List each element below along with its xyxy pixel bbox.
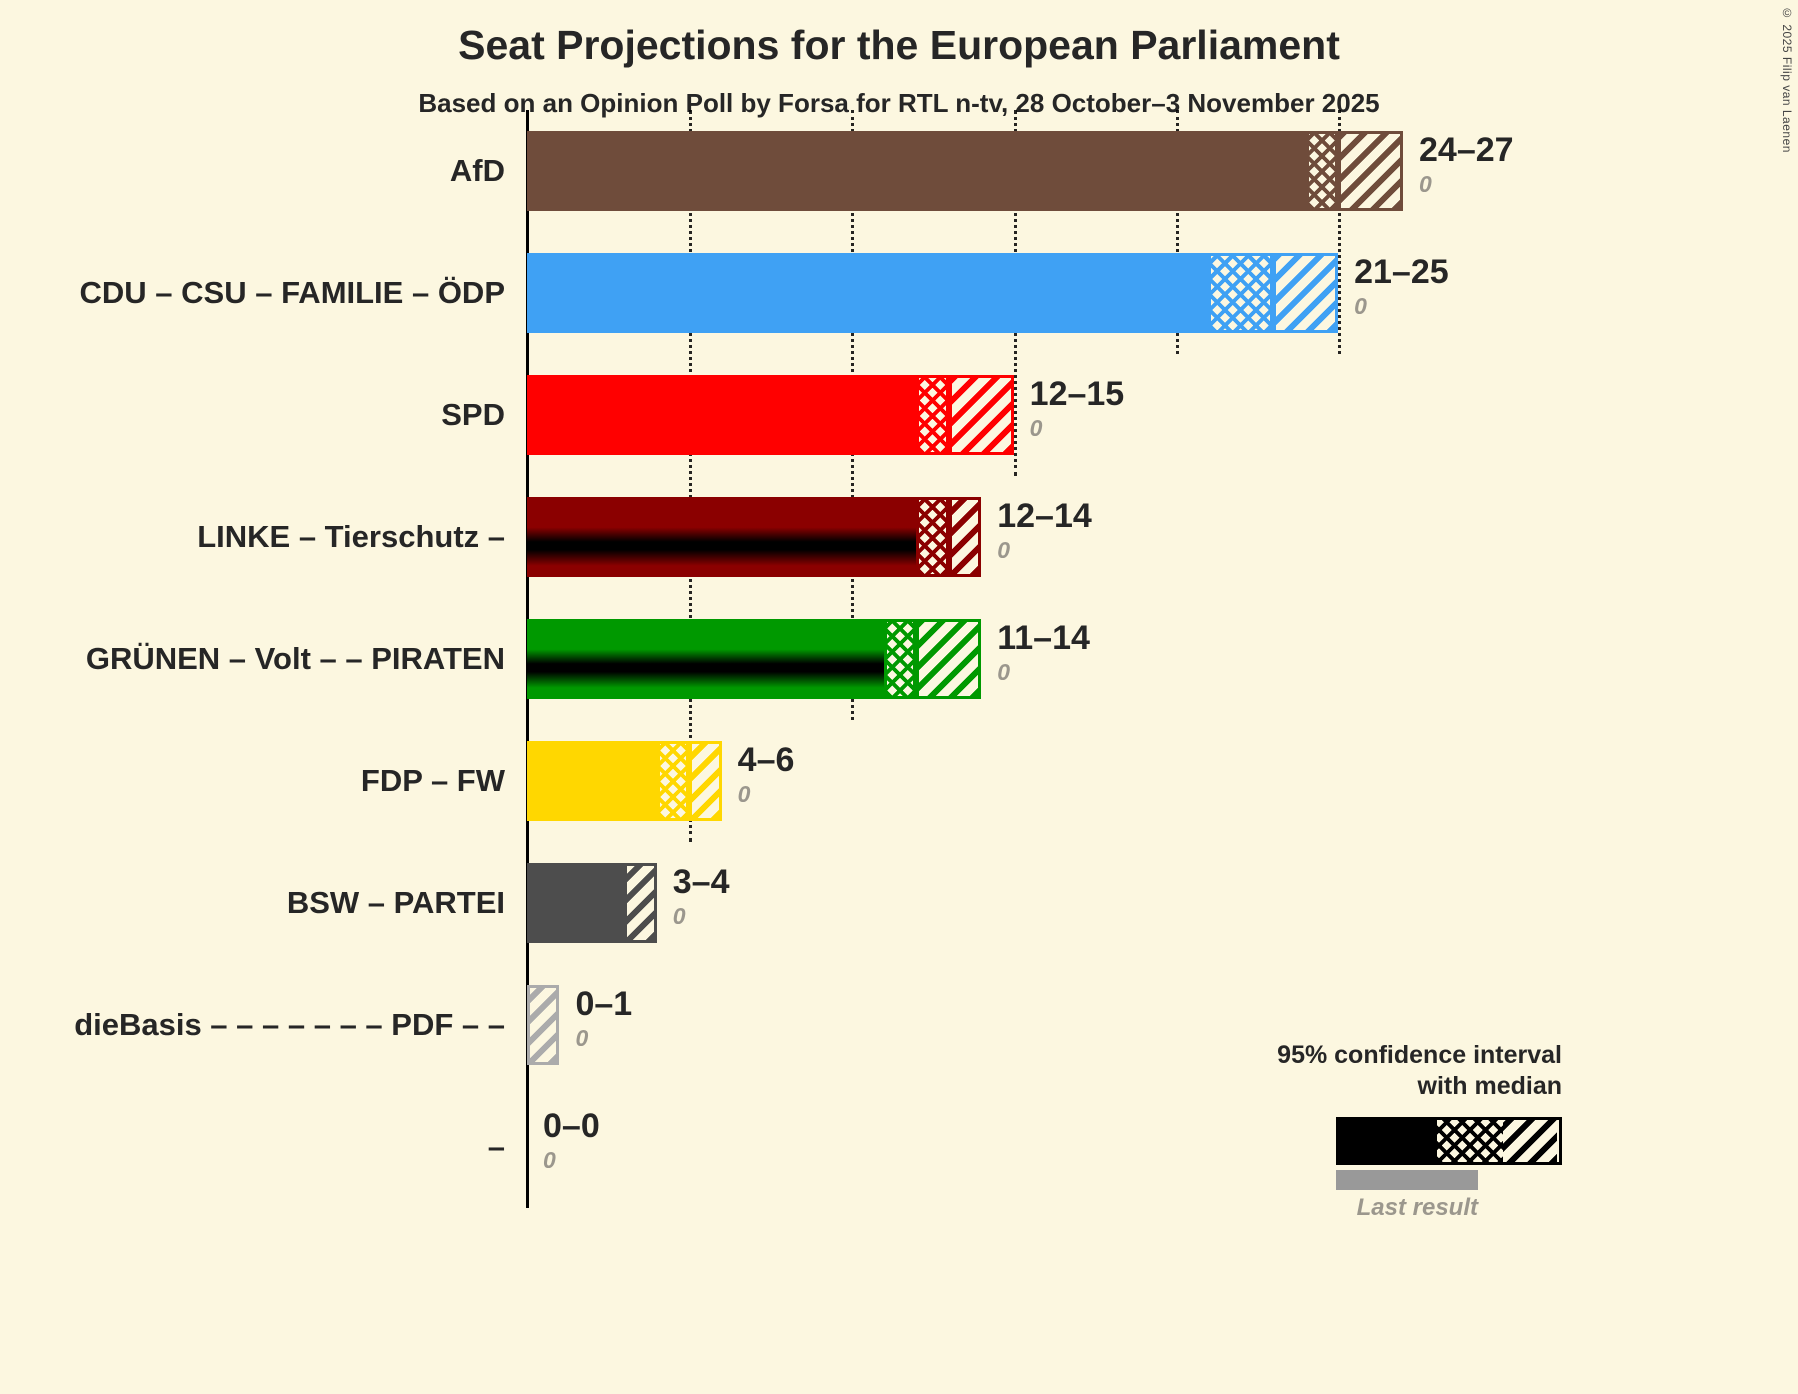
bar-diagonal-segment	[948, 497, 982, 577]
bar-solid-segment	[527, 741, 657, 821]
chart-row: LINKE – Tierschutz – 12–14 0	[0, 476, 1798, 598]
bar-diagonal-segment	[916, 619, 982, 699]
bar-solid-segment	[527, 375, 917, 455]
bar-diagonal-segment	[689, 741, 722, 821]
bar-crosshatch-segment	[1208, 253, 1274, 333]
gridline-5	[689, 110, 693, 842]
last-result-label: 0	[575, 1025, 589, 1052]
legend-ci-line1: 95% confidence interval	[1277, 1041, 1562, 1069]
range-label: 4–6	[737, 741, 795, 779]
chart-subtitle: Based on an Opinion Poll by Forsa for RT…	[418, 88, 1380, 118]
party-label: GRÜNEN – Volt – – PIRATEN	[85, 641, 505, 676]
last-result-label: 0	[997, 537, 1011, 564]
bar	[527, 741, 722, 821]
value-block: 12–15 0	[1029, 375, 1125, 443]
party-label: BSW – PARTEI	[286, 885, 505, 920]
bar-diagonal-segment	[1338, 131, 1403, 211]
bar-diagonal-segment	[624, 863, 657, 943]
bar	[527, 375, 1014, 455]
bar-crosshatch-segment	[883, 619, 917, 699]
bar	[527, 985, 560, 1065]
last-result-label: 0	[543, 1147, 556, 1174]
range-label: 3–4	[672, 863, 730, 901]
legend-solid-segment	[1339, 1119, 1437, 1162]
party-label: –	[487, 1129, 505, 1164]
range-label: 11–14	[997, 619, 1090, 657]
value-block: 0–0 0	[543, 1107, 600, 1175]
value-block: 4–6 0	[737, 741, 795, 809]
value-block: 24–27 0	[1419, 131, 1514, 199]
last-result-label: 0	[737, 781, 751, 808]
bar	[527, 619, 982, 699]
chart-row: FDP – FW 4–6 0	[0, 720, 1798, 842]
copyright-note: © 2025 Filip van Laenen	[1780, 6, 1794, 153]
bar-crosshatch-segment	[656, 741, 690, 821]
last-result-label: 0	[1029, 415, 1043, 442]
value-block: 3–4 0	[672, 863, 730, 931]
bar	[527, 253, 1339, 333]
legend-ci-bar	[1336, 1116, 1562, 1165]
chart-row: – 0–0 0	[0, 1086, 1798, 1208]
last-result-label: 0	[1354, 293, 1367, 320]
legend-diagonal-segment	[1503, 1119, 1557, 1162]
range-label: 0–0	[543, 1107, 600, 1145]
legend-last-result-bar	[1336, 1169, 1478, 1190]
gridline-20	[1175, 110, 1179, 354]
bar	[527, 863, 657, 943]
legend-last-result-label: Last result	[1356, 1193, 1478, 1221]
bar-solid-segment	[527, 253, 1209, 333]
legend-ci-line2: with median	[1417, 1072, 1562, 1101]
plot-area: AfD 24–27 0 CDU – CSU – FAMILIE – ÖDP 21–25 0…	[0, 110, 1798, 1208]
range-label: 0–1	[575, 985, 633, 1023]
bar-diagonal-segment	[948, 375, 1014, 455]
bar-solid-segment	[527, 619, 884, 699]
party-label: FDP – FW	[360, 763, 505, 798]
bar-solid-segment	[527, 131, 1306, 211]
range-label: 12–14	[997, 497, 1092, 535]
gridline-25	[1338, 110, 1342, 354]
party-label: dieBasis – – – – – – – PDF – –	[74, 1007, 505, 1042]
bar-solid-segment	[527, 497, 917, 577]
party-label: AfD	[449, 153, 505, 188]
chart-row: dieBasis – – – – – – – PDF – – 0–1 0	[0, 964, 1798, 1086]
range-label: 12–15	[1029, 375, 1125, 413]
chart-row: BSW – PARTEI 3–4 0	[0, 842, 1798, 964]
chart-row: SPD 12–15 0	[0, 354, 1798, 476]
last-result-label: 0	[1419, 171, 1432, 198]
chart-title: Seat Projections for the European Parlia…	[458, 22, 1340, 68]
bar	[527, 497, 982, 577]
value-block: 11–14 0	[997, 619, 1090, 687]
chart-row: CDU – CSU – FAMILIE – ÖDP 21–25 0	[0, 232, 1798, 354]
bar-crosshatch-segment	[916, 497, 949, 577]
last-result-label: 0	[672, 903, 686, 930]
value-block: 21–25 0	[1354, 253, 1449, 321]
last-result-label: 0	[997, 659, 1011, 686]
bar-crosshatch-segment	[916, 375, 949, 455]
bar-diagonal-segment	[1273, 253, 1339, 333]
party-label: CDU – CSU – FAMILIE – ÖDP	[79, 275, 505, 310]
chart-row: GRÜNEN – Volt – – PIRATEN 11–14 0	[0, 598, 1798, 720]
value-block: 0–1 0	[575, 985, 633, 1053]
party-label: LINKE – Tierschutz –	[197, 519, 505, 554]
bar-solid-segment	[527, 863, 625, 943]
chart-row: AfD 24–27 0	[0, 110, 1798, 232]
bar	[527, 131, 1403, 211]
bar-diagonal-segment	[527, 985, 560, 1065]
legend-crosshatch-segment	[1437, 1119, 1503, 1162]
range-label: 24–27	[1419, 131, 1514, 169]
range-label: 21–25	[1354, 253, 1449, 291]
value-block: 12–14 0	[997, 497, 1092, 565]
legend: 95% confidence interval with median Last…	[1222, 1040, 1562, 1222]
party-label: SPD	[441, 397, 505, 432]
bar-crosshatch-segment	[1305, 131, 1339, 211]
